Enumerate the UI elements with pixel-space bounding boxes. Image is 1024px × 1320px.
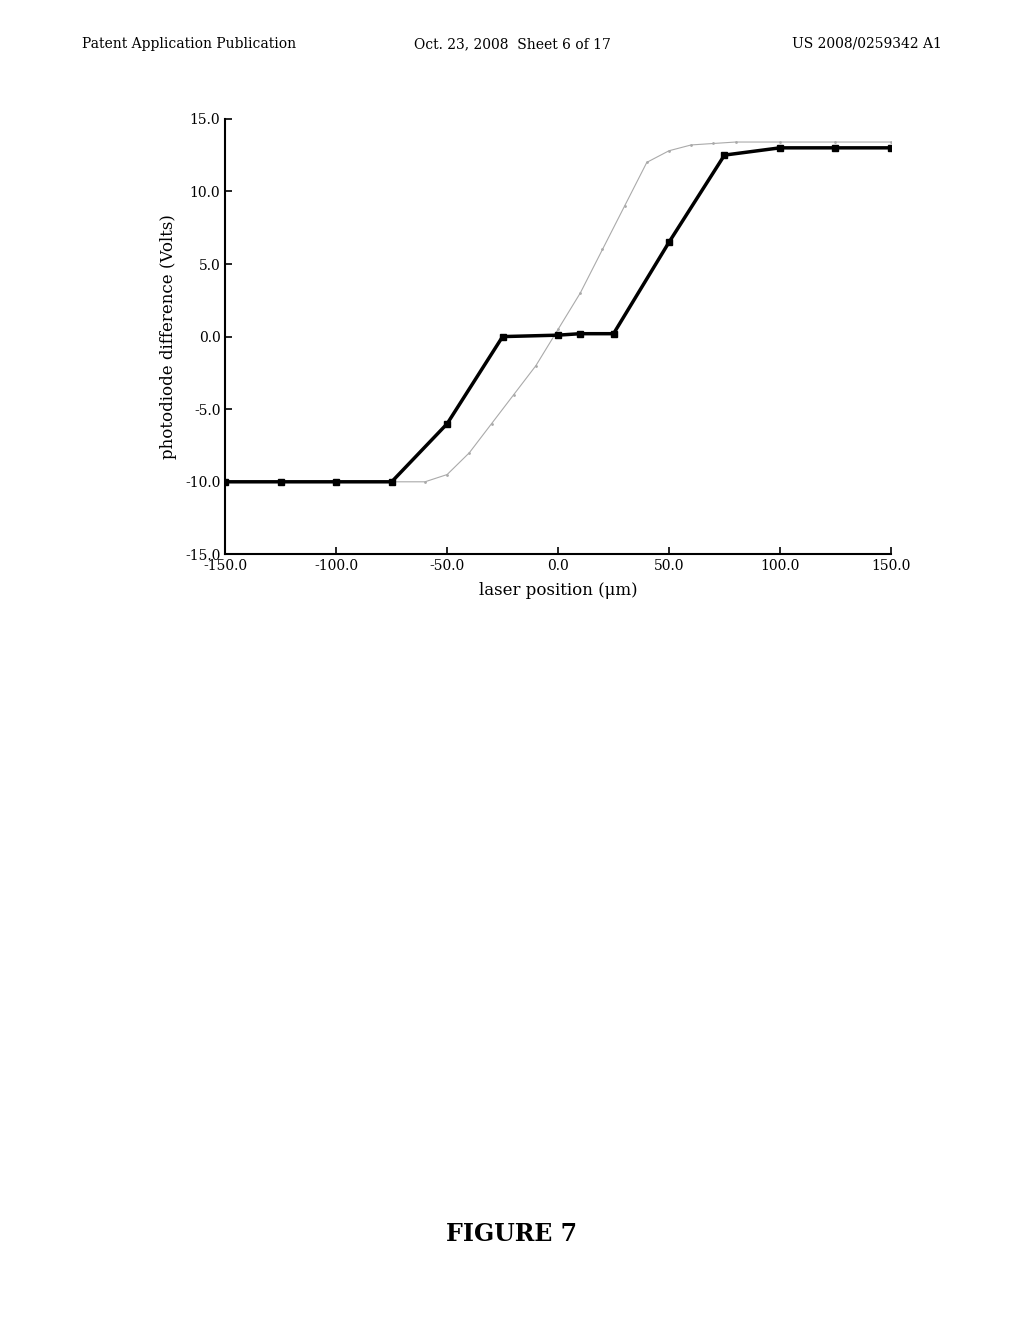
Text: US 2008/0259342 A1: US 2008/0259342 A1 bbox=[793, 37, 942, 51]
Text: Oct. 23, 2008  Sheet 6 of 17: Oct. 23, 2008 Sheet 6 of 17 bbox=[414, 37, 610, 51]
Text: Patent Application Publication: Patent Application Publication bbox=[82, 37, 296, 51]
Y-axis label: photodiode difference (Volts): photodiode difference (Volts) bbox=[160, 214, 177, 459]
Text: FIGURE 7: FIGURE 7 bbox=[446, 1222, 578, 1246]
X-axis label: laser position (μm): laser position (μm) bbox=[479, 582, 637, 598]
